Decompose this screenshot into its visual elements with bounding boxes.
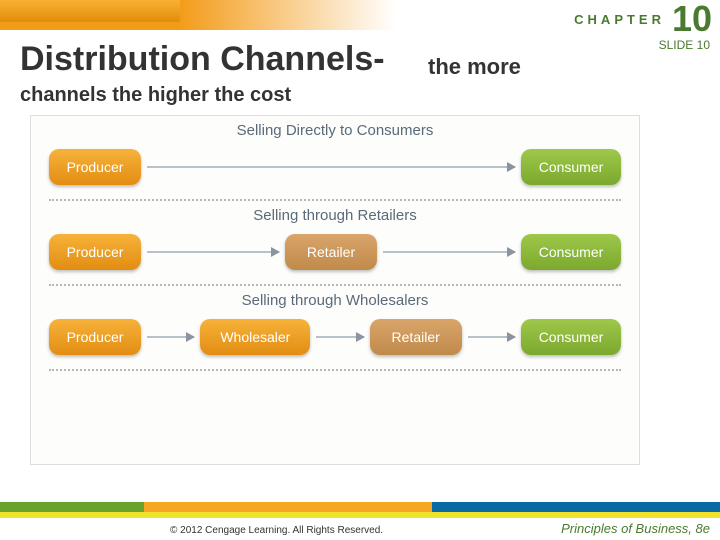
arrow-icon [316, 336, 363, 338]
book-title: Principles of Business, 8e [561, 521, 710, 536]
arrow-icon [468, 336, 515, 338]
node-consumer: Consumer [521, 149, 621, 185]
arrow-icon [147, 166, 515, 168]
chapter-label: CHAPTER [574, 12, 665, 27]
divider [49, 369, 621, 371]
node-wholesaler: Wholesaler [200, 319, 310, 355]
node-retailer: Retailer [370, 319, 462, 355]
footer-stripe [0, 502, 720, 512]
channel-row-3: Producer Wholesaler Retailer Consumer [31, 313, 639, 361]
chapter-number: 10 [672, 0, 712, 40]
page-subtitle-2: channels the higher the cost [20, 84, 291, 107]
divider [49, 284, 621, 286]
node-retailer: Retailer [285, 234, 377, 270]
node-producer: Producer [49, 149, 141, 185]
node-producer: Producer [49, 319, 141, 355]
section-label-1: Selling Directly to Consumers [31, 122, 639, 139]
arrow-icon [383, 251, 515, 253]
channel-row-1: Producer Consumer [31, 143, 639, 191]
copyright-text: © 2012 Cengage Learning. All Rights Rese… [170, 525, 383, 536]
page-subtitle-1: the more [428, 54, 521, 80]
arrow-icon [147, 336, 194, 338]
divider [49, 199, 621, 201]
gold-bar [0, 0, 180, 22]
node-producer: Producer [49, 234, 141, 270]
node-consumer: Consumer [521, 319, 621, 355]
page-title: Distribution Channels- [20, 40, 385, 79]
section-label-2: Selling through Retailers [31, 207, 639, 224]
node-consumer: Consumer [521, 234, 621, 270]
channel-row-2: Producer Retailer Consumer [31, 228, 639, 276]
section-label-3: Selling through Wholesalers [31, 292, 639, 309]
slide-number: SLIDE 10 [659, 38, 710, 52]
footer-stripe-accent [0, 512, 720, 518]
arrow-icon [147, 251, 279, 253]
distribution-diagram: Selling Directly to Consumers Producer C… [30, 115, 640, 465]
